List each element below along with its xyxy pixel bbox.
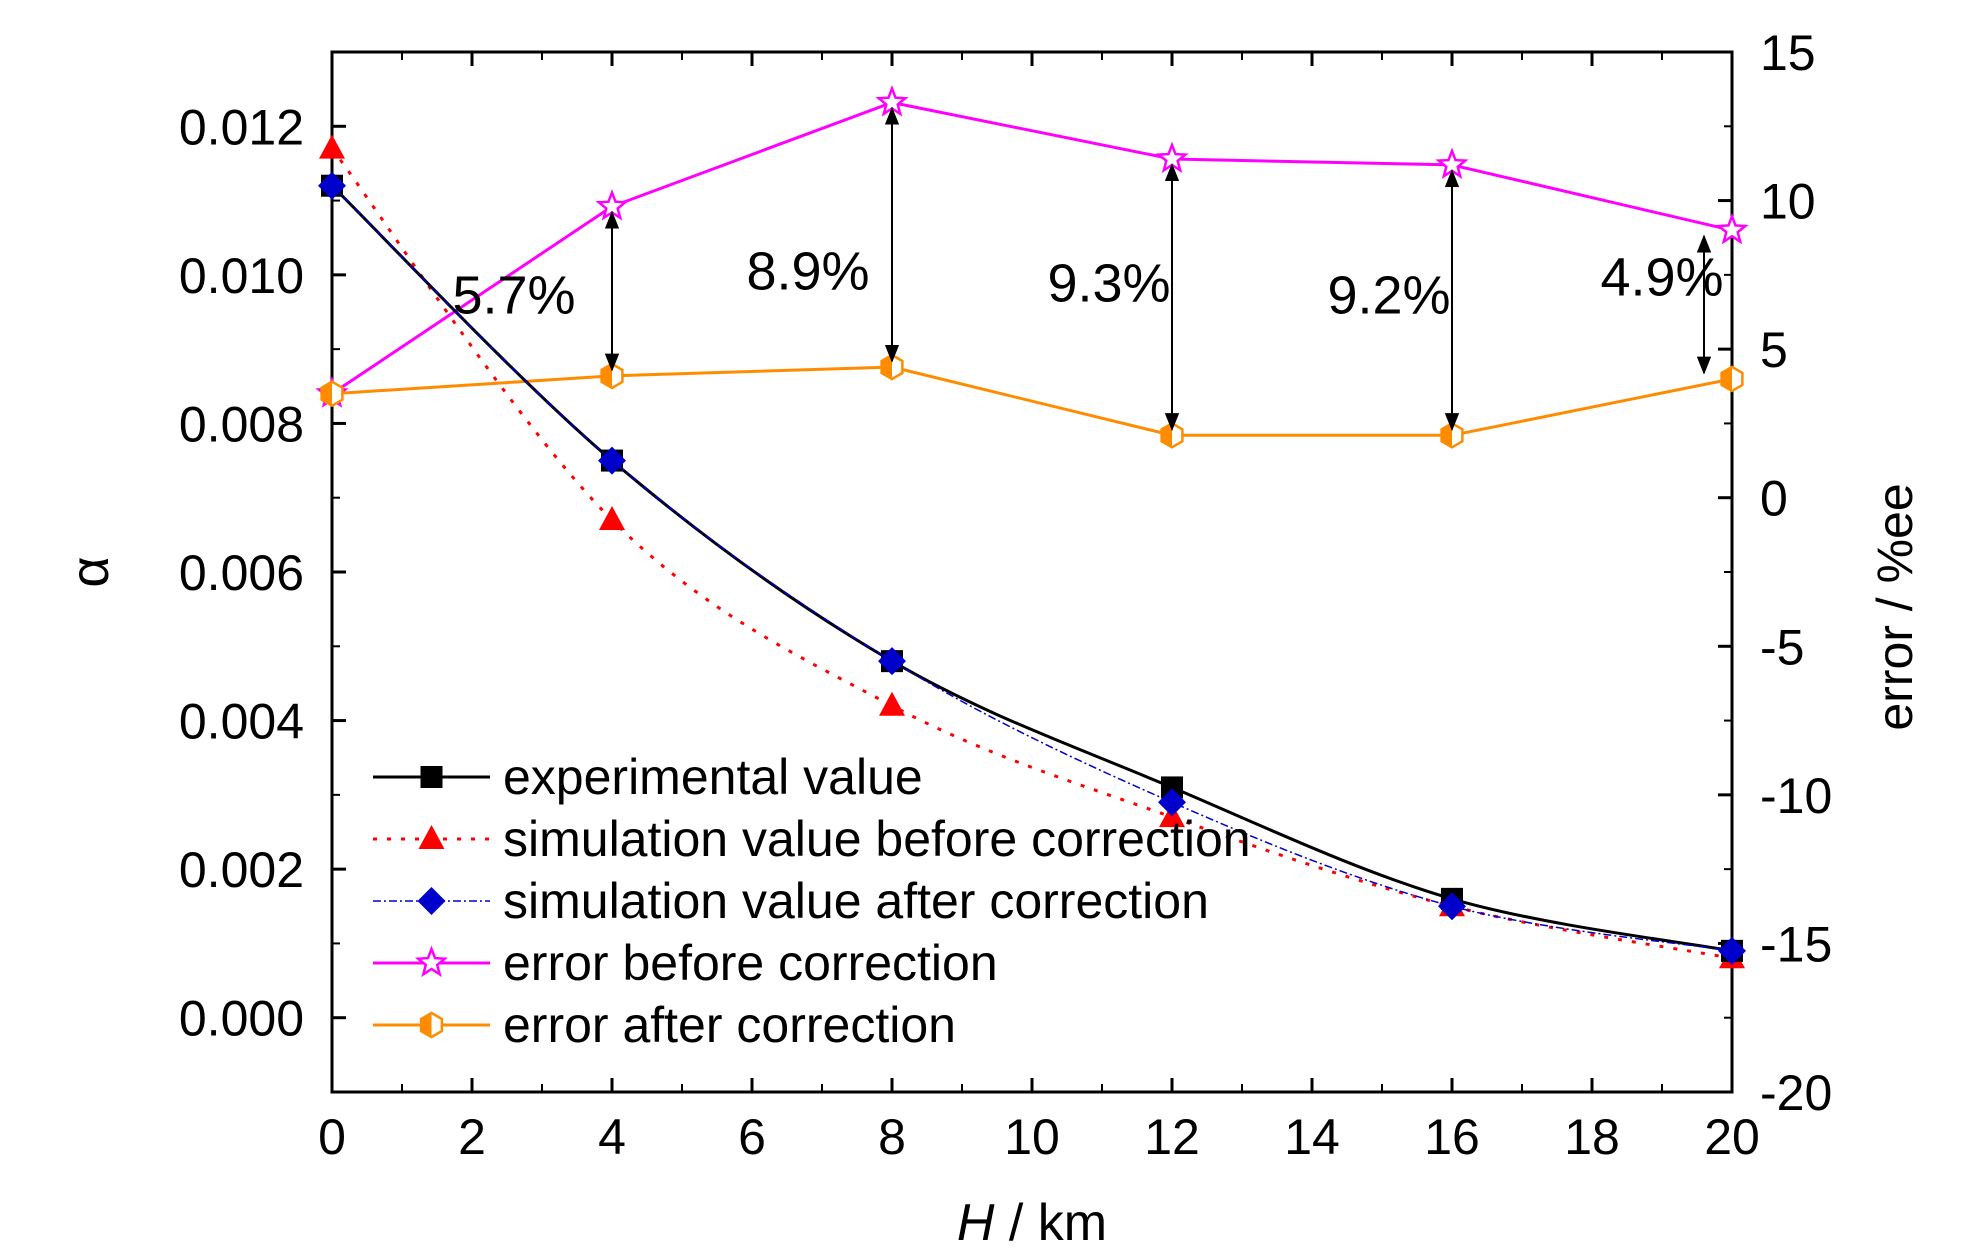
series-line [331,365,1733,437]
legend-label: experimental value [503,749,923,805]
annotation-label: 5.7% [452,265,575,325]
y-right-tick-label: 10 [1760,174,1816,230]
annotation: 8.9% [746,106,900,363]
series-error-before-correction [315,84,1749,408]
hexagon-half-fill [601,363,612,388]
y-left-tick-label: 0.000 [179,991,304,1047]
series-simulation-value-after-correction [318,171,1746,965]
x-axis-label-unit: / km [994,1194,1107,1252]
data-point [1161,776,1183,799]
hexagon-half-fill [421,1013,432,1037]
y-right-tick-label: 0 [1760,471,1788,527]
annotation: 4.9% [1600,234,1724,375]
y-left-axis-label: α [60,556,120,587]
x-tick-label: 2 [458,1109,486,1165]
data-point [878,647,906,676]
hexagon-half-fill [1721,366,1732,391]
annotation-label: 8.9% [746,242,869,302]
series-line [331,101,1733,395]
x-tick-label: 10 [1004,1109,1060,1165]
x-tick-label: 14 [1284,1109,1340,1165]
x-tick-label: 20 [1704,1109,1760,1165]
data-point [318,171,346,200]
legend-label: simulation value after correction [503,873,1209,929]
legend-item: error after correction [373,997,956,1053]
legend-marker [417,887,446,915]
annotation: 9.2% [1327,169,1460,432]
legend: experimental value simulation value befor… [373,749,1251,1053]
x-tick-label: 0 [318,1109,346,1165]
y-right-tick-label: -10 [1760,768,1832,824]
y-left-tick-label: 0.002 [179,842,304,898]
x-tick-label: 4 [598,1109,626,1165]
y-left-tick-label: 0.006 [179,545,304,601]
annotation-label: 9.2% [1327,265,1450,325]
y-right-tick-label: -15 [1760,916,1832,972]
y-left-tick-label: 0.004 [179,694,304,750]
x-tick-label: 16 [1424,1109,1480,1165]
x-axis-label: H / km [957,1194,1107,1252]
data-point [1718,936,1746,965]
y-right-axis-label: error / %ee [1867,483,1923,730]
y-right-tick-label: -20 [1760,1065,1832,1121]
legend-label: simulation value before correction [503,811,1251,867]
annotation-label: 4.9% [1600,248,1723,308]
data-point [599,506,625,530]
y-left-tick-label: 0.010 [179,248,304,304]
legend-label: error before correction [503,935,998,991]
legend-marker [419,1011,444,1039]
legend-marker [418,825,445,849]
data-point [1715,212,1749,245]
series-line [331,185,1733,952]
hexagon-half-fill [1441,423,1452,448]
annotation: 5.7% [452,210,620,372]
hexagon-half-fill [321,381,332,406]
data-point [320,380,344,408]
x-tick-label: 6 [738,1109,766,1165]
y-right-tick-label: 15 [1760,25,1816,81]
data-point [319,134,345,159]
x-tick-label: 12 [1144,1109,1200,1165]
legend-item: experimental value [373,749,923,805]
legend-label: error after correction [503,997,956,1053]
legend-item: simulation value before correction [373,811,1251,867]
y-right-tick-label: -5 [1760,619,1804,675]
hexagon-half-fill [881,354,892,379]
data-point [1158,788,1186,817]
annotation-label: 9.3% [1047,254,1170,314]
x-tick-label: 8 [878,1109,906,1165]
legend-item: error before correction [373,935,998,991]
legend-marker [414,945,449,978]
x-tick-label: 18 [1564,1109,1620,1165]
y-right-tick-label: 5 [1760,322,1788,378]
data-point [879,691,905,716]
legend-marker [420,766,443,788]
y-left-tick-label: 0.012 [179,99,304,155]
y-left-tick-label: 0.008 [179,396,304,452]
hexagon-half-fill [1161,423,1172,448]
data-point [1438,892,1466,921]
data-point [598,446,626,475]
annotation: 9.3% [1047,163,1180,432]
series-error-after-correction [320,353,1744,449]
legend-item: simulation value after correction [373,873,1209,929]
x-axis-label-symbol: H [957,1194,995,1252]
data-point [1720,365,1744,393]
